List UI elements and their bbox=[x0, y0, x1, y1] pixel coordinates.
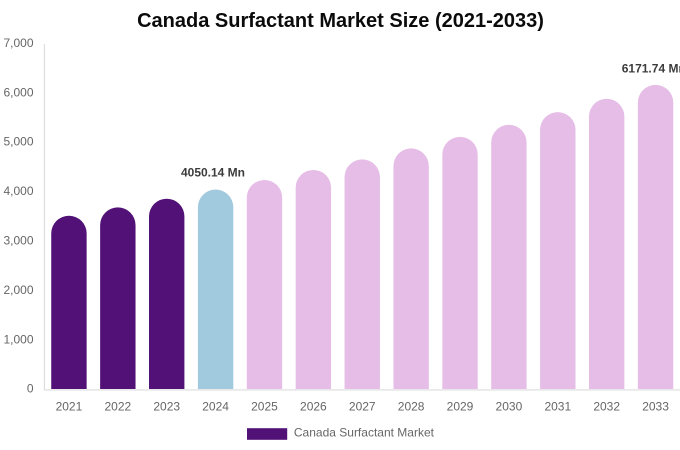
svg-text:2022: 2022 bbox=[104, 399, 131, 413]
svg-text:1,000: 1,000 bbox=[3, 332, 33, 346]
svg-text:2028: 2028 bbox=[398, 399, 425, 413]
svg-text:2029: 2029 bbox=[447, 399, 474, 413]
svg-text:2021: 2021 bbox=[56, 399, 83, 413]
svg-text:Canada Surfactant Market: Canada Surfactant Market bbox=[294, 426, 435, 440]
svg-text:0: 0 bbox=[27, 382, 34, 396]
svg-text:Canada Surfactant Market Size: Canada Surfactant Market Size (2021-2033… bbox=[137, 10, 544, 32]
svg-text:2025: 2025 bbox=[251, 399, 278, 413]
svg-text:5,000: 5,000 bbox=[3, 135, 33, 149]
svg-text:2031: 2031 bbox=[544, 399, 571, 413]
svg-text:7,000: 7,000 bbox=[3, 36, 33, 50]
svg-text:2024: 2024 bbox=[202, 399, 229, 413]
svg-text:2027: 2027 bbox=[349, 399, 376, 413]
svg-text:4050.14 Mn: 4050.14 Mn bbox=[181, 166, 245, 180]
svg-text:2026: 2026 bbox=[300, 399, 327, 413]
svg-text:3,000: 3,000 bbox=[3, 234, 33, 248]
svg-text:6171.74 Mn: 6171.74 Mn bbox=[622, 62, 680, 76]
svg-text:6,000: 6,000 bbox=[3, 85, 33, 99]
svg-text:2033: 2033 bbox=[642, 399, 669, 413]
svg-text:2032: 2032 bbox=[593, 399, 620, 413]
svg-text:2,000: 2,000 bbox=[3, 283, 33, 297]
svg-text:2030: 2030 bbox=[496, 399, 523, 413]
svg-text:2023: 2023 bbox=[153, 399, 180, 413]
svg-text:4,000: 4,000 bbox=[3, 184, 33, 198]
